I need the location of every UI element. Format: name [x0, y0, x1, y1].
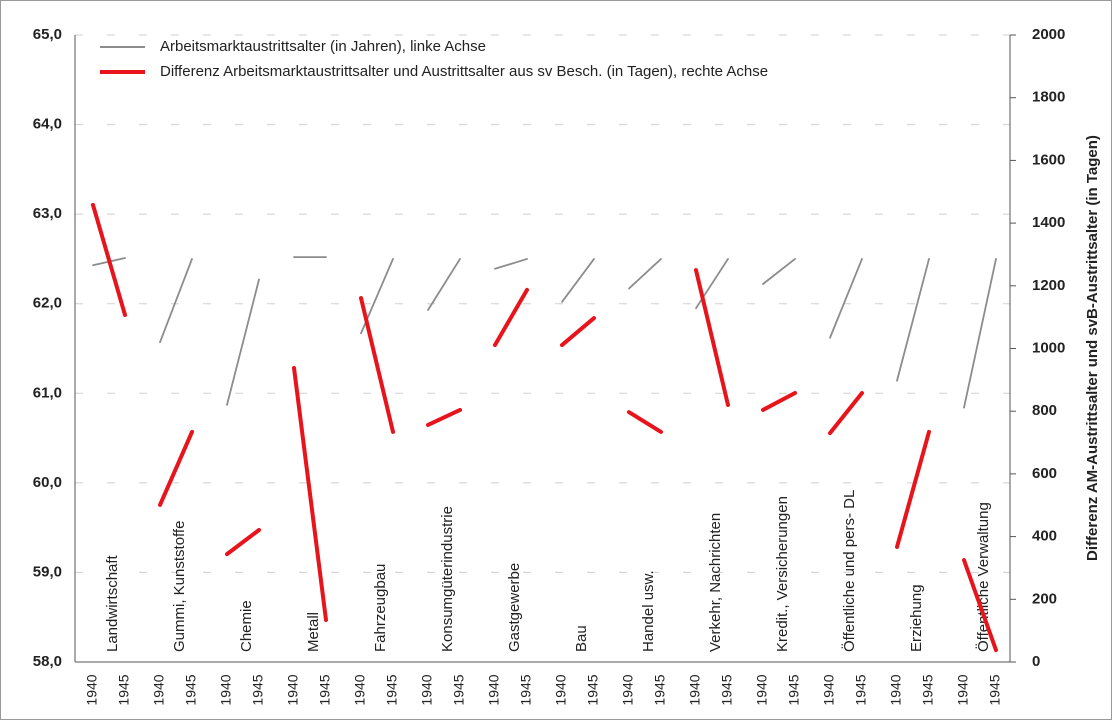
x-tick-label: 1940 — [419, 674, 435, 705]
x-tick-label: 1940 — [821, 674, 837, 705]
series-segment — [963, 258, 997, 409]
category-label: Metall — [305, 612, 322, 652]
series-segment — [292, 365, 328, 622]
category-label: Konsumgüterindustrie — [439, 506, 456, 652]
x-tick-label: 1945 — [853, 674, 869, 705]
series-segment — [91, 202, 127, 317]
y2-tick-label: 400 — [1032, 528, 1057, 545]
y-tick-label: 63,0 — [33, 205, 62, 222]
series-segment — [762, 258, 796, 285]
y2-tick-label: 600 — [1032, 465, 1057, 482]
y2-tick-label: 1400 — [1032, 214, 1065, 231]
series-segment — [427, 258, 461, 311]
category-label: Kredit., Versicherungen — [774, 496, 791, 652]
y2-tick-label: 1600 — [1032, 151, 1065, 168]
series-segment — [560, 316, 596, 348]
series-segment — [828, 391, 864, 436]
x-tick-label: 1940 — [84, 674, 100, 705]
x-tick-label: 1940 — [352, 674, 368, 705]
y-tick-label: 59,0 — [33, 563, 62, 580]
y-tick-label: 58,0 — [33, 653, 62, 670]
x-tick-label: 1940 — [620, 674, 636, 705]
series-segment — [159, 258, 193, 344]
series-segment — [158, 429, 194, 507]
y2-tick-label: 1200 — [1032, 277, 1065, 294]
series-segment — [627, 410, 663, 434]
y-tick-label: 61,0 — [33, 384, 62, 401]
category-label: Gastgewerbe — [506, 563, 523, 652]
y-tick-label: 60,0 — [33, 474, 62, 491]
x-tick-label: 1945 — [786, 674, 802, 705]
category-label: Landwirtschaft — [104, 554, 121, 652]
category-label: Handel usw. — [640, 570, 657, 652]
x-tick-label: 1945 — [317, 674, 333, 705]
x-tick-label: 1945 — [250, 674, 266, 705]
series-segment — [493, 287, 529, 348]
category-label: Öffentliche Verwaltung — [974, 502, 992, 652]
series-segment — [426, 407, 462, 427]
y2-tick-label: 0 — [1032, 653, 1040, 670]
x-tick-label: 1945 — [518, 674, 534, 705]
y2-tick-label: 800 — [1032, 402, 1057, 419]
x-tick-label: 1940 — [754, 674, 770, 705]
x-tick-label: 1940 — [553, 674, 569, 705]
category-label: Erziehung — [908, 584, 925, 652]
series-segment — [761, 391, 797, 412]
y2-axis-label: Differenz AM-Austrittsalter und svB-Aust… — [1084, 135, 1101, 561]
x-tick-label: 1940 — [888, 674, 904, 705]
y2-tick-label: 2000 — [1032, 26, 1065, 43]
y2-tick-label: 1800 — [1032, 89, 1065, 106]
series-segment — [561, 258, 595, 303]
x-tick-label: 1940 — [218, 674, 234, 705]
x-tick-label: 1945 — [585, 674, 601, 705]
y-tick-label: 64,0 — [33, 116, 62, 133]
legend-label: Arbeitsmarktaustrittsalter (in Jahren), … — [160, 38, 486, 55]
series-segment — [962, 558, 998, 653]
series-segment — [225, 528, 261, 557]
x-tick-label: 1945 — [987, 674, 1003, 705]
x-tick-label: 1940 — [151, 674, 167, 705]
category-label: Fahrzeugbau — [372, 564, 389, 652]
x-tick-label: 1945 — [183, 674, 199, 705]
y2-tick-label: 1000 — [1032, 339, 1065, 356]
y2-tick-label: 200 — [1032, 590, 1057, 607]
series-segment — [829, 258, 863, 339]
y-tick-label: 62,0 — [33, 295, 62, 312]
series-segment — [896, 258, 930, 382]
x-tick-label: 1945 — [451, 674, 467, 705]
category-label: Verkehr, Nachrichten — [707, 513, 724, 652]
category-label: Chemie — [238, 600, 255, 652]
x-tick-label: 1940 — [687, 674, 703, 705]
x-tick-label: 1945 — [719, 674, 735, 705]
category-label: Bau — [573, 625, 590, 652]
legend-label: Differenz Arbeitsmarktaustrittsalter und… — [160, 63, 768, 80]
series-segment — [694, 268, 730, 407]
series-segment — [895, 429, 931, 549]
x-tick-label: 1945 — [920, 674, 936, 705]
series-segment — [628, 258, 662, 290]
x-tick-label: 1945 — [384, 674, 400, 705]
x-tick-label: 1945 — [652, 674, 668, 705]
x-tick-label: 1940 — [486, 674, 502, 705]
series-segment — [226, 278, 260, 406]
category-label: Öffentliche und pers- DL — [840, 490, 858, 652]
x-tick-label: 1940 — [955, 674, 971, 705]
series-segment — [494, 258, 528, 270]
x-tick-label: 1940 — [285, 674, 301, 705]
x-tick-label: 1945 — [116, 674, 132, 705]
y-tick-label: 65,0 — [33, 26, 62, 43]
category-label: Gummi, Kunststoffe — [171, 521, 188, 652]
series-segment — [359, 296, 395, 434]
